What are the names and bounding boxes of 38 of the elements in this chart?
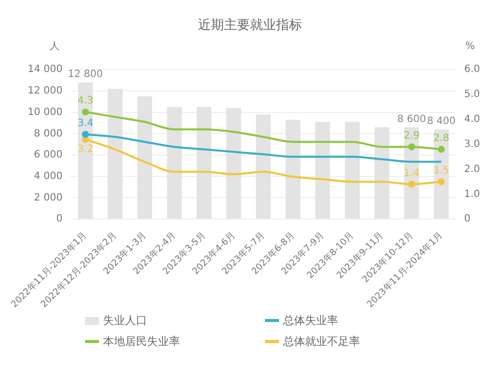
y-tick-label: 2 000 <box>34 192 63 204</box>
legend-label: 总体失业率 <box>283 313 338 328</box>
legend-label: 本地居民失业率 <box>103 334 180 349</box>
y-tick-label: 12 000 <box>28 86 63 97</box>
y-tick-label: 4 000 <box>34 170 63 182</box>
y2-tick-label: 2.0 <box>464 164 480 175</box>
y2-tick-label: 5.0 <box>464 89 480 100</box>
y-tick-label: 6 000 <box>34 150 63 161</box>
point <box>438 146 445 153</box>
y2-tick-label: 1.0 <box>464 188 480 200</box>
point <box>82 130 89 138</box>
y2-axis-title: % <box>465 41 475 52</box>
chart-title: 近期主要就业指标 <box>198 17 302 34</box>
y-tick-label: 0 <box>56 214 63 225</box>
y-tick-label: 14 000 <box>28 64 63 76</box>
point <box>82 108 89 116</box>
data-label: 4.3 <box>77 96 94 107</box>
y-axis-title: 人 <box>50 41 60 52</box>
data-label: 2.8 <box>433 132 450 144</box>
legend-label: 失业人口 <box>103 313 147 328</box>
y-tick-label: 10 000 <box>28 106 63 118</box>
y2-tick-label: 0 <box>464 214 470 225</box>
y-tick-label: 8 000 <box>34 128 63 140</box>
point <box>438 178 445 186</box>
data-label: 8 600 <box>397 114 426 125</box>
point <box>408 180 416 188</box>
data-label: 3.4 <box>77 118 94 129</box>
y2-tick-label: 6.0 <box>464 64 480 76</box>
data-label: 1.4 <box>404 168 420 179</box>
point <box>408 143 416 150</box>
y2-tick-label: 4.0 <box>464 114 480 126</box>
data-label: 8 400 <box>426 116 456 127</box>
data-label: 2.9 <box>404 130 420 142</box>
y2-tick-label: 3.0 <box>464 138 480 150</box>
data-label: 12 800 <box>68 69 103 80</box>
data-label: 1.5 <box>433 165 450 176</box>
data-label: 3.2 <box>77 144 94 155</box>
legend-label: 总体就业不足率 <box>283 334 360 349</box>
